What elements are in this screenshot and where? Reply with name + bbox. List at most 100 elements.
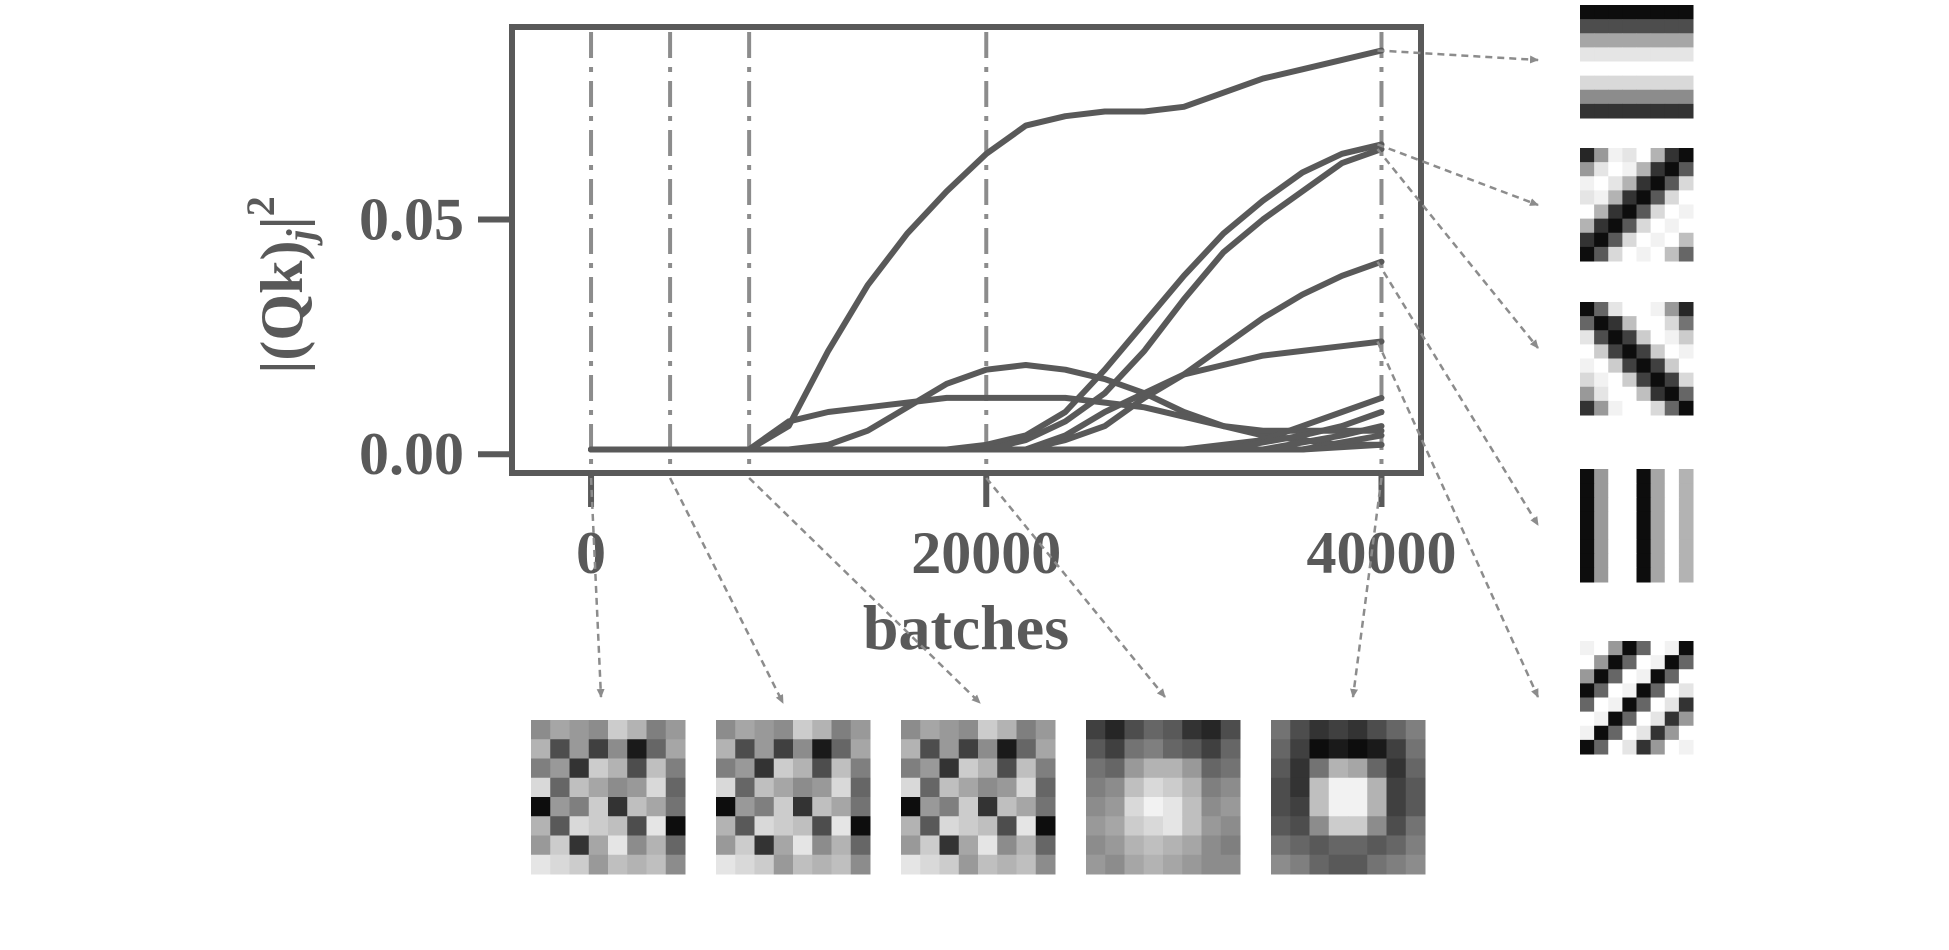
filter-pixel [1163,854,1183,875]
annotation-arrow [748,477,981,704]
filter-pixel [1622,89,1638,105]
right-filter-image [1580,302,1694,416]
filter-pixel [773,739,794,759]
filter-pixel [1664,539,1680,555]
annotation-arrow [1376,148,1539,349]
filter-pixel [1580,5,1595,20]
filter-pixel [812,797,832,817]
filter-pixel [627,854,647,875]
filter-pixel [958,816,979,836]
filter-pixel [1594,683,1609,699]
filter-pixel [1608,33,1623,48]
filter-pixel [1608,302,1623,317]
filter-pixel [1328,797,1349,817]
filter-pixel [1163,758,1183,779]
filter-pixel [1678,553,1694,569]
filter-pixel [735,720,755,740]
filter-pixel [1386,739,1407,759]
filter-pixel [1650,739,1666,755]
filter-pixel [1650,218,1666,234]
filter-pixel [1650,162,1666,177]
filter-pixel [1594,386,1609,402]
filter-pixel [1594,61,1609,77]
filter-pixel [812,777,832,798]
filter-pixel [850,854,871,875]
filter-pixel [1622,553,1638,569]
filter-pixel [1608,246,1623,262]
filter-pixel [1608,655,1623,670]
filter-pixel [920,777,940,798]
filter-pixel [1650,5,1666,20]
filter-pixel [1650,641,1666,656]
filter-pixel [997,777,1017,798]
series-line [588,441,1385,453]
filter-pixel [1386,835,1407,856]
filter-pixel [1143,816,1164,836]
filter-pixel [1664,683,1680,699]
filter-pixel [1086,797,1106,817]
filter-pixel [1678,400,1694,416]
filter-pixel [1182,797,1202,817]
filter-pixel [1664,61,1680,77]
filter-pixel [1271,835,1291,856]
filter-pixel [550,835,570,856]
filter-pixel [735,758,755,779]
filter-pixel [1405,739,1426,759]
filter-pixel [1309,720,1330,740]
filter-pixel [1678,316,1694,331]
filter-pixel [1664,739,1680,755]
filter-pixel [1622,469,1638,484]
filter-pixel [1035,777,1056,798]
filter-pixel [1636,148,1652,163]
filter-pixel [1678,190,1694,206]
filter-pixel [1201,797,1222,817]
filter-pixel [1348,720,1368,740]
filter-pixel [1650,232,1666,248]
filter-pixel [1608,469,1623,484]
filter-pixel [1664,47,1680,63]
filter-pixel [646,720,667,740]
filter-pixel [1594,316,1609,331]
filter-pixel [1664,469,1680,484]
filter-pixel [1201,720,1222,740]
right-filter-image [1580,469,1694,583]
right-filter-image [1580,148,1694,262]
filter-pixel [1348,758,1368,779]
filter-pixel [1650,669,1666,684]
filter-pixel [1650,47,1666,63]
filter-pixel [1608,641,1623,656]
filter-pixel [1650,344,1666,360]
filter-pixel [1086,816,1106,836]
filter-pixel [1016,777,1037,798]
filter-pixel [1678,302,1694,317]
filter-pixel [1650,61,1666,77]
filter-pixel [1580,33,1595,48]
filter-pixel [716,835,736,856]
filter-pixel [1636,655,1652,670]
series-layer [588,47,1385,453]
filter-pixel [1636,47,1652,63]
filter-pixel [1636,19,1652,34]
filter-pixel [1594,400,1609,416]
filter-pixel [812,720,832,740]
filter-pixel [1622,358,1638,374]
filter-pixel [1290,816,1310,836]
filter-pixel [1594,162,1609,177]
filter-pixel [550,797,570,817]
filter-pixel [1271,816,1291,836]
filter-pixel [1594,148,1609,163]
filter-pixel [1636,75,1652,91]
filter-pixel [812,739,832,759]
filter-pixel [1163,835,1183,856]
filter-pixel [1636,190,1652,206]
filter-pixel [958,777,979,798]
filter-pixel [978,797,998,817]
filter-pixel [1386,720,1407,740]
filter-pixel [793,777,813,798]
filter-pixel [1650,469,1666,484]
filter-pixel [978,816,998,836]
filter-pixel [1664,372,1680,388]
filter-pixel [1580,19,1595,34]
filter-pixel [793,797,813,817]
filter-pixel [1035,758,1056,779]
